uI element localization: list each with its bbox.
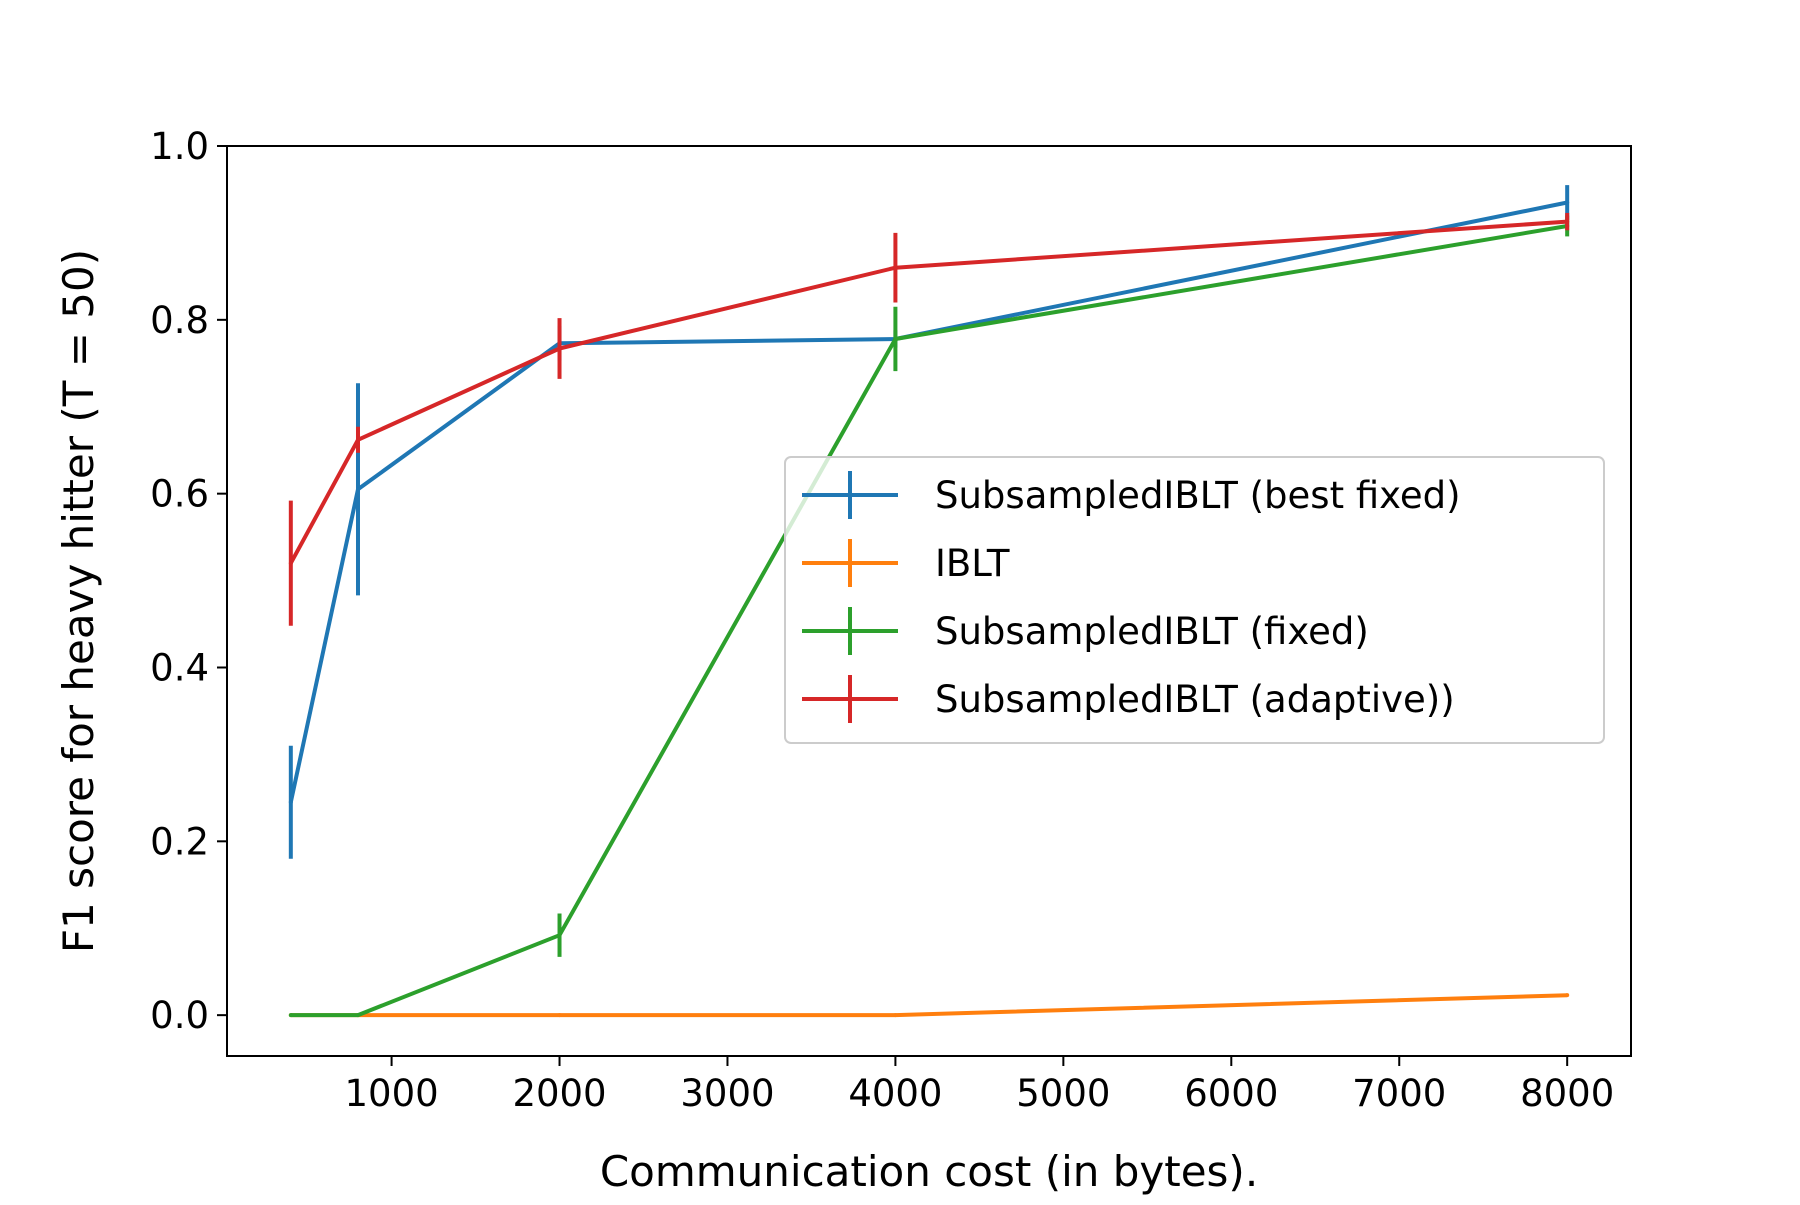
data-point — [1565, 200, 1570, 205]
y-tick-label: 0.0 — [150, 994, 209, 1037]
x-tick-label: 3000 — [680, 1072, 774, 1115]
y-tick-label: 1.0 — [150, 125, 209, 168]
data-point — [355, 437, 360, 442]
x-tick-label: 6000 — [1184, 1072, 1278, 1115]
legend-entry: SubsampledIBLT (adaptive)) — [802, 675, 1455, 723]
data-point — [288, 1013, 293, 1018]
data-point — [288, 561, 293, 566]
x-tick-label: 5000 — [1016, 1072, 1110, 1115]
legend-entry: SubsampledIBLT (fixed) — [802, 607, 1369, 655]
x-tick-label: 4000 — [848, 1072, 942, 1115]
legend-label: SubsampledIBLT (best fixed) — [935, 474, 1461, 517]
data-point — [557, 933, 562, 938]
legend-label: IBLT — [935, 542, 1010, 585]
x-tick-label: 1000 — [344, 1072, 438, 1115]
series-layer — [288, 185, 1570, 1018]
data-point — [288, 800, 293, 805]
legend-box — [784, 456, 1605, 744]
y-axis-label: F1 score for heavy hitter (T = 50) — [54, 249, 103, 953]
x-tick-label: 2000 — [512, 1072, 606, 1115]
data-point — [1565, 993, 1570, 998]
data-point — [557, 346, 562, 351]
data-point — [557, 1013, 562, 1018]
data-point — [893, 336, 898, 341]
legend-entry: IBLT — [802, 539, 1010, 587]
x-tick-label: 8000 — [1520, 1072, 1614, 1115]
data-point — [355, 487, 360, 492]
y-tick-label: 0.6 — [150, 473, 209, 516]
data-point — [355, 1013, 360, 1018]
data-point — [893, 1013, 898, 1018]
ticks-layer: 1000 2000 3000 4000 5000 6000 7000 8000 0.0 0.2 0.… — [150, 125, 1614, 1115]
y-tick-label: 0.4 — [150, 646, 209, 689]
legend-entry: SubsampledIBLT (best fixed) — [802, 471, 1461, 519]
series-group — [288, 212, 1570, 626]
plot-frame — [226, 145, 1632, 1057]
series-group — [288, 993, 1570, 1018]
series-line — [290, 993, 1568, 1018]
legend: SubsampledIBLT (best fixed) IBLT Subsample… — [784, 456, 1605, 744]
data-point — [893, 265, 898, 270]
x-tick-label: 7000 — [1352, 1072, 1446, 1115]
y-tick-label: 0.2 — [150, 820, 209, 863]
data-point — [1565, 219, 1570, 224]
legend-label: SubsampledIBLT (fixed) — [935, 610, 1369, 653]
legend-label: SubsampledIBLT (adaptive)) — [935, 678, 1455, 721]
x-axis-label: Communication cost (in bytes). — [600, 1147, 1258, 1196]
y-tick-label: 0.8 — [150, 299, 209, 342]
